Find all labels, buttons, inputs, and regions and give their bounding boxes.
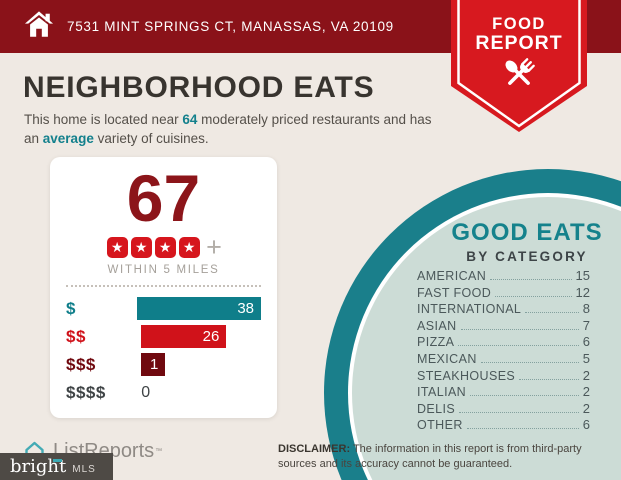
category-row: FAST FOOD 12 [417,285,590,302]
price-bar-track: 1 [141,353,261,376]
food-report-badge: FOOD REPORT [451,0,587,132]
category-value: 5 [582,350,590,366]
variety-highlight: average [42,131,94,146]
price-tier-row: $$ 26 [66,325,261,348]
intro-text-part: variety of cuisines. [93,131,209,146]
star-icon: ★ [178,236,200,258]
good-eats-title: GOOD EATS [451,219,603,246]
intro-text: This home is located near 64 moderately … [24,110,438,148]
category-value: 7 [582,317,590,333]
stars-row: ★ ★ ★ ★ + [66,232,261,262]
category-value: 6 [582,417,590,433]
house-icon [24,10,54,44]
restaurant-count-highlight: 64 [182,112,198,127]
disclaimer-label: DISCLAIMER: [278,443,351,455]
category-label: FAST FOOD [417,285,492,300]
category-label: INTERNATIONAL [417,302,522,317]
category-label: ASIAN [417,318,457,333]
price-bar: 1 [141,353,166,376]
disclaimer: DISCLAIMER: The information in this repo… [278,442,608,471]
mls-suffix: MLS [72,463,96,475]
page-title: NEIGHBORHOOD EATS [23,71,375,104]
category-label: DELIS [417,401,456,416]
property-address: 7531 MINT SPRINGS CT, MANASSAS, VA 20109 [67,19,394,34]
category-dotted-leader [480,361,579,363]
price-bar: 0 [141,381,261,404]
category-dotted-leader [470,395,579,397]
good-eats-subtitle: BY CATEGORY [466,249,588,264]
category-value: 2 [582,384,590,400]
star-icon: ★ [154,236,176,258]
category-row: INTERNATIONAL 8 [417,301,590,318]
star-rating: ★ ★ ★ ★ [105,236,201,258]
category-row: ASIAN 7 [417,318,590,335]
price-bar-value: 26 [202,328,220,345]
bright-mls-wordmark: bright [10,455,67,477]
category-label: STEAKHOUSES [417,368,516,383]
intro-text-part: This home is located near [24,112,183,127]
price-bar-track: 0 [141,381,261,404]
bright-logo-accent [53,459,62,462]
category-row: ITALIAN 2 [417,384,590,401]
category-dotted-leader [525,312,579,314]
price-tier-row: $$$ 1 [66,353,261,376]
category-list: AMERICAN 15 FAST FOOD 12 INTERNATIONAL 8… [417,268,590,434]
category-row: OTHER 6 [417,417,590,434]
category-dotted-leader [490,279,572,280]
price-tier-label: $$$ [66,354,96,374]
radius-label: WITHIN 5 MILES [107,264,220,276]
trademark-symbol: ™ [155,448,163,455]
star-icon: ★ [130,236,152,258]
disclaimer-text: The information in this report is from t… [278,443,582,470]
price-bar-track: 26 [141,325,261,348]
category-label: PIZZA [417,335,455,350]
star-icon: ★ [106,236,128,258]
price-bar-value: 38 [237,300,254,317]
category-value: 2 [582,367,590,383]
crossed-spoon-fork-icon [505,58,535,85]
dotted-separator [66,285,261,287]
category-value: 6 [582,334,590,350]
category-label: MEXICAN [417,351,477,366]
price-tier-label: $$$$ [66,382,106,402]
bright-mls-logo: bright MLS [0,453,113,480]
category-label: AMERICAN [417,269,487,283]
category-value: 8 [582,301,590,317]
price-bar-value: 1 [149,356,159,373]
category-value: 2 [582,400,590,416]
category-dotted-leader [519,378,579,380]
category-row: DELIS 2 [417,401,590,418]
price-bar-value: 0 [141,383,151,401]
price-tier-label: $ [66,298,76,318]
price-tier-chart: $ 38 $$ 26 $$$ [66,297,261,404]
price-tier-row: $$$$ 0 [66,381,261,404]
badge-title-line1: FOOD [492,15,546,33]
category-dotted-leader [459,411,579,413]
good-eats-heading: GOOD EATS BY CATEGORY [427,219,621,264]
badge-title-line2: REPORT [475,32,563,54]
category-label: ITALIAN [417,385,467,400]
category-row: PIZZA 6 [417,334,590,351]
price-tier-label: $$ [66,326,86,346]
plus-sign: + [206,232,222,262]
category-dotted-leader [466,428,579,430]
intro-text-part: moderately priced restaurants and has an [24,112,432,146]
category-dotted-leader [495,295,572,297]
category-value: 12 [575,284,590,300]
category-row: STEAKHOUSES 2 [417,368,590,385]
restaurant-score: 67 [126,161,201,235]
price-bar: 26 [141,325,227,348]
ribbon-shape [451,0,587,132]
category-label: OTHER [417,418,463,433]
category-row: AMERICAN 15 [417,268,590,285]
category-row: MEXICAN 5 [417,351,590,368]
score-card: 67 ★ ★ ★ ★ + WITHIN 5 MILES $ 38 $$ [50,157,277,418]
category-value: 15 [575,268,590,283]
category-dotted-leader [460,328,579,330]
price-bar: 38 [137,297,261,320]
price-bar-track: 38 [137,297,261,320]
category-dotted-leader [458,345,579,347]
price-tier-row: $ 38 [66,297,261,320]
